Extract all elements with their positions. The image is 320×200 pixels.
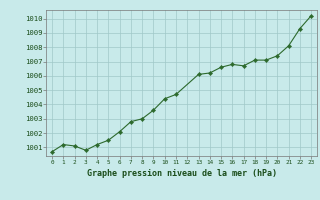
X-axis label: Graphe pression niveau de la mer (hPa): Graphe pression niveau de la mer (hPa) [87, 169, 276, 178]
